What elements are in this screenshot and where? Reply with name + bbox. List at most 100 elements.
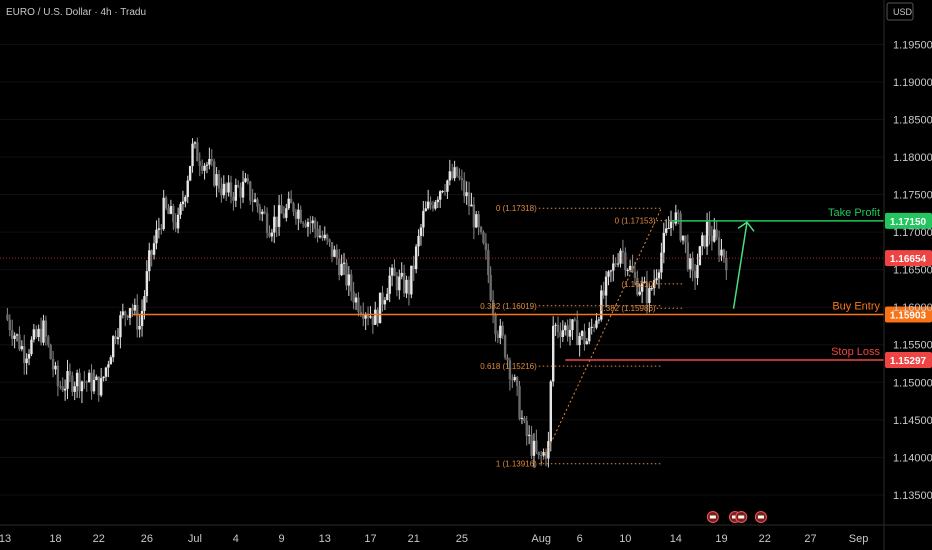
candle-body (713, 229, 716, 242)
candle-body (672, 221, 675, 224)
level-name: Buy Entry (832, 300, 880, 312)
candle-body (87, 372, 91, 383)
candle-body (520, 417, 524, 419)
currency-box[interactable] (886, 2, 914, 21)
candle-body (229, 182, 233, 197)
candle-body (400, 272, 403, 277)
candle-body (205, 164, 209, 166)
flag-icon-stripe (731, 515, 738, 519)
candle-body (164, 197, 168, 208)
candle-body (285, 208, 288, 218)
candle-body (665, 228, 668, 233)
candle-body (398, 276, 401, 291)
candle-body (681, 235, 685, 241)
candle-body (208, 158, 211, 165)
candle-body (410, 265, 413, 295)
candle-body (513, 377, 516, 381)
candle-body (188, 166, 192, 181)
candle-body (364, 315, 367, 319)
candle-body (20, 346, 24, 350)
candle-body (532, 440, 536, 456)
candle-body (710, 235, 714, 242)
candle-body (270, 232, 274, 237)
candle-body (37, 328, 40, 338)
candle-body (580, 331, 584, 337)
candle-body (287, 198, 290, 209)
candle-body (592, 326, 596, 328)
candle-body (330, 242, 334, 257)
price-badge (885, 351, 932, 368)
candle-body (338, 258, 341, 276)
candle-body (506, 357, 509, 361)
candle-body (441, 191, 444, 193)
candle-body (176, 214, 180, 229)
candle-body (152, 243, 156, 255)
candle-body (27, 354, 31, 359)
candle-body (691, 258, 694, 272)
x-tick-label: 13 (0, 533, 11, 545)
candle-body (32, 329, 36, 340)
x-tick-label: 27 (804, 533, 816, 545)
candle-body (657, 272, 661, 279)
candle-body (114, 336, 117, 340)
candle-body (198, 161, 201, 166)
symbol-title: EURO / U.S. Dollar · 4h · Tradu (6, 7, 146, 18)
candle-body (393, 267, 396, 276)
candle-body (97, 376, 100, 396)
candle-body (609, 270, 613, 272)
candle-body (624, 252, 627, 271)
candle-body (573, 319, 577, 321)
candle-body (684, 235, 687, 243)
candle-body (174, 222, 177, 229)
candle-body (600, 290, 603, 320)
candle-body (78, 372, 81, 392)
candle-body (722, 249, 726, 258)
candle-body (489, 275, 492, 301)
candle-body (294, 211, 298, 219)
candle-body (18, 334, 21, 350)
candle-body (422, 211, 425, 228)
candle-body (42, 320, 45, 343)
candle-body (215, 174, 218, 186)
candle-body (386, 293, 389, 301)
candle-body (424, 208, 427, 212)
fib-trend-line (540, 207, 662, 464)
candle-body (109, 357, 112, 365)
candle-body (696, 265, 699, 279)
y-tick-label: 1.17500 (893, 190, 932, 202)
candle-body (63, 388, 67, 391)
candle-body (323, 234, 326, 239)
candle-body (237, 184, 240, 188)
x-tick-label: 26 (141, 533, 153, 545)
candle-body (465, 192, 468, 197)
candle-body (460, 178, 464, 181)
price-badge (885, 212, 932, 229)
candle-body (359, 311, 363, 315)
candlestick-series (6, 137, 728, 468)
fib-level-label: 0 (1.17153) (615, 217, 656, 226)
x-tick-label: 4 (233, 533, 239, 545)
candle-body (39, 328, 43, 343)
candle-body (388, 275, 391, 294)
candle-body (131, 308, 134, 311)
candle-body (566, 325, 569, 337)
candle-body (640, 282, 644, 292)
candle-body (25, 358, 28, 364)
candle-body (650, 288, 653, 290)
candle-body (443, 191, 447, 193)
candle-body (547, 441, 550, 459)
candle-body (679, 213, 682, 241)
candle-body (357, 297, 360, 312)
fib-level-label: 1 (1.13916) (496, 460, 537, 469)
candle-body (446, 180, 449, 192)
candle-body (585, 341, 589, 345)
candle-body (119, 315, 122, 338)
x-tick-label: 21 (408, 533, 420, 545)
candle-body (484, 243, 488, 251)
candle-body (172, 206, 175, 223)
candle-body (602, 290, 605, 296)
candle-body (554, 324, 557, 326)
candle-body (583, 331, 586, 345)
candle-body (184, 196, 187, 202)
